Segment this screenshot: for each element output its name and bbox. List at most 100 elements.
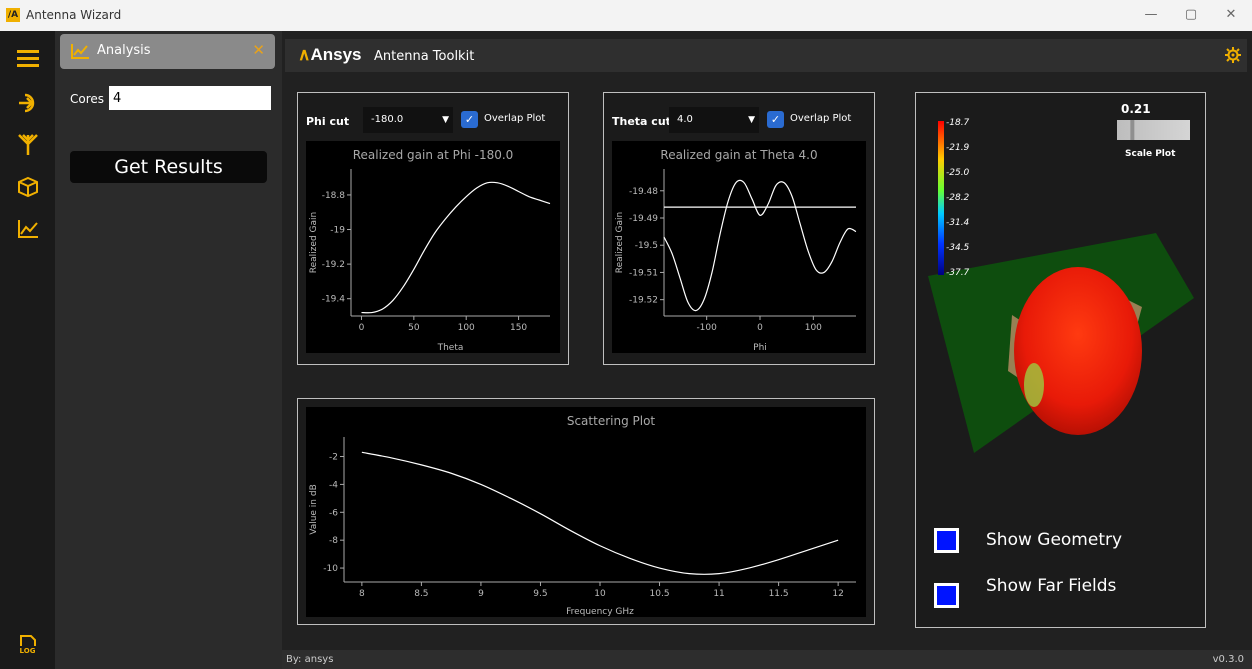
app-logo-icon: /A (6, 8, 20, 22)
x-tick-label: 8 (359, 589, 365, 599)
caret-down-icon: ▼ (442, 115, 449, 125)
colorbar-label: -18.7 (946, 118, 970, 128)
log-label: LOG (19, 647, 36, 655)
y-tick-label: -19.4 (322, 295, 346, 305)
y-axis-label: Realized Gain (309, 212, 319, 273)
x-tick-label: 11 (713, 589, 724, 599)
tab-analysis[interactable]: Analysis ✕ (60, 34, 275, 69)
phi-cut-panel: Phi cut -180.0 ▼ ✓ Overlap Plot Realized … (297, 92, 569, 365)
y-tick-label: -6 (329, 508, 338, 518)
log-icon (19, 635, 36, 646)
chart-icon (71, 44, 89, 59)
y-tick-label: -19 (330, 226, 345, 236)
phi-cut-label: Phi cut (306, 115, 350, 128)
version-text: v0.3.0 (1212, 654, 1244, 665)
x-axis-label: Phi (753, 343, 767, 353)
gear-icon[interactable] (1225, 47, 1241, 63)
y-tick-label: -2 (329, 453, 338, 463)
theta-overlap-label: Overlap Plot (790, 113, 852, 124)
show-geometry-label: Show Geometry (986, 530, 1123, 550)
show-geometry-checkbox[interactable] (934, 528, 959, 553)
far-field-lobe (1014, 267, 1142, 435)
brand-name: Ansys (310, 45, 362, 64)
phi-overlap-label: Overlap Plot (484, 113, 546, 124)
y-tick-label: -19.5 (635, 241, 658, 251)
cores-label: Cores (70, 92, 105, 106)
maximize-button[interactable]: ▢ (1184, 7, 1198, 22)
close-tab-icon[interactable]: ✕ (252, 41, 265, 59)
main-area: ∧Ansys Antenna Toolkit Phi cut -180.0 ▼ ✓… (282, 31, 1252, 669)
app-header: ∧Ansys Antenna Toolkit (285, 39, 1247, 72)
scale-value: 0.21 (1121, 102, 1151, 116)
plot-title: Scattering Plot (567, 414, 656, 428)
x-tick-label: 100 (458, 323, 475, 333)
x-axis-label: Frequency GHz (566, 607, 634, 617)
x-tick-label: 12 (832, 589, 843, 599)
menu-icon[interactable] (0, 40, 55, 76)
phi-overlap-checkbox[interactable]: ✓ (461, 111, 478, 128)
scale-slider-track[interactable] (1117, 120, 1190, 140)
theta-plot-svg: Realized gain at Theta 4.0 -100 0 100 -19.52… (615, 148, 857, 353)
theta-cut-select[interactable]: 4.0 ▼ (669, 107, 759, 133)
lobe-highlight (1024, 363, 1044, 407)
window-title: Antenna Wizard (26, 8, 122, 22)
y-tick-label: -4 (329, 480, 338, 490)
x-tick-label: 150 (510, 323, 527, 333)
get-results-button[interactable]: Get Results (70, 151, 267, 183)
x-tick-label: 9 (478, 589, 484, 599)
analysis-panel: Analysis ✕ Cores Get Results (55, 31, 282, 669)
colorbar-label: -21.9 (946, 143, 970, 153)
series-line (361, 181, 551, 314)
colorbar-label: -37.7 (946, 268, 970, 278)
scattering-plot: Scattering Plot 8 8.5 9 9.5 10 10.5 11 11.5 12 -10… (306, 407, 866, 617)
show-far-fields-label: Show Far Fields (986, 576, 1117, 596)
scattering-panel: Scattering Plot 8 8.5 9 9.5 10 10.5 11 11.5 12 -10… (297, 398, 875, 625)
x-axis-label: Theta (437, 343, 464, 353)
x-tick-label: 8.5 (414, 589, 428, 599)
show-far-fields-checkbox[interactable] (934, 583, 959, 608)
status-footer: By: ansys v0.3.0 (282, 650, 1252, 669)
title-bar: /A Antenna Wizard — ▢ ✕ (0, 0, 1252, 31)
colorbar-label: -31.4 (946, 218, 970, 228)
cores-input[interactable] (109, 86, 271, 110)
app-title: Antenna Toolkit (374, 49, 475, 64)
theta-cut-value: 4.0 (677, 114, 693, 125)
colorbar-label: -28.2 (946, 193, 970, 203)
antenna-icon[interactable] (0, 127, 55, 163)
phi-cut-value: -180.0 (371, 114, 404, 125)
tab-label: Analysis (97, 43, 151, 58)
x-tick-label: 0 (359, 323, 365, 333)
phi-plot-svg: Realized gain at Phi -180.0 0 50 100 150 -19.… (309, 148, 551, 353)
y-tick-label: -10 (323, 564, 338, 574)
close-window-button[interactable]: ✕ (1225, 7, 1237, 22)
minimize-button[interactable]: — (1144, 7, 1158, 22)
import-icon[interactable] (0, 85, 55, 121)
log-button[interactable]: LOG (0, 627, 55, 663)
theta-overlap-checkbox[interactable]: ✓ (767, 111, 784, 128)
y-tick-label: -19.51 (629, 268, 658, 278)
x-tick-label: 50 (408, 323, 420, 333)
icon-sidebar: LOG (0, 31, 55, 669)
scatter-plot-svg: Scattering Plot 8 8.5 9 9.5 10 10.5 11 11.5 12 -10… (309, 414, 856, 617)
theta-cut-panel: Theta cut 4.0 ▼ ✓ Overlap Plot Realized g… (603, 92, 875, 365)
x-tick-label: 11.5 (769, 589, 789, 599)
x-tick-label: 0 (757, 323, 763, 333)
x-tick-label: -100 (696, 323, 717, 333)
far-field-view[interactable]: 0.21 Scale Plot -18.7 -21.9 -25.0 -28.2 -31.… (916, 93, 1205, 627)
y-tick-label: -19.52 (629, 296, 658, 306)
phi-gain-plot: Realized gain at Phi -180.0 0 50 100 150 -19.… (306, 141, 560, 353)
cube-icon[interactable] (0, 169, 55, 205)
chart-icon[interactable] (0, 211, 55, 247)
plot-title: Realized gain at Theta 4.0 (660, 148, 817, 162)
y-tick-label: -18.8 (322, 191, 346, 201)
scale-label: Scale Plot (1125, 149, 1176, 159)
x-tick-label: 10 (594, 589, 606, 599)
phi-cut-select[interactable]: -180.0 ▼ (363, 107, 453, 133)
caret-down-icon: ▼ (748, 115, 755, 125)
y-tick-label: -8 (329, 536, 338, 546)
x-tick-label: 9.5 (533, 589, 547, 599)
y-tick-label: -19.48 (629, 187, 658, 197)
scale-slider-handle[interactable] (1130, 120, 1135, 140)
y-tick-label: -19.49 (629, 214, 658, 224)
x-tick-label: 100 (805, 323, 822, 333)
